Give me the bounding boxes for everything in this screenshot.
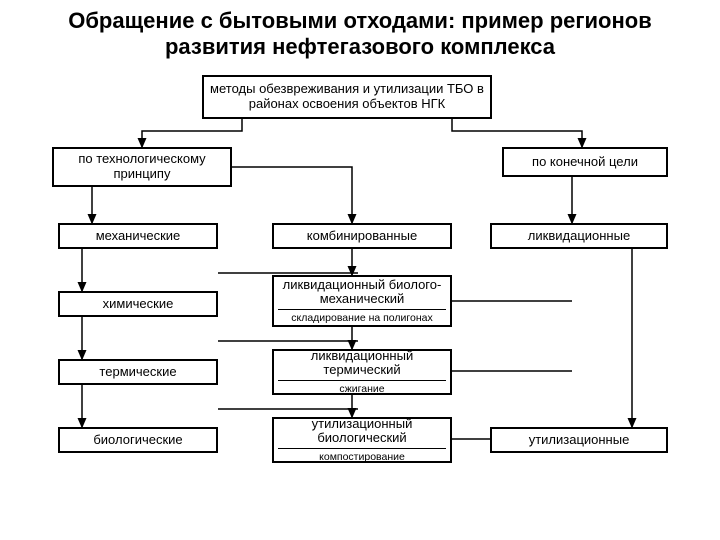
node-therm: термические: [58, 359, 218, 385]
node-utbio: утилизационный биологическийкомпостирова…: [272, 417, 452, 463]
node-liqth: ликвидационный термическийсжигание: [272, 349, 452, 395]
page-title: Обращение с бытовыми отходами: пример ре…: [0, 8, 720, 61]
node-label: ликвидационный биолого-механический: [278, 278, 446, 308]
node-label: методы обезвреживания и утилизации ТБО в…: [208, 82, 486, 112]
node-util: утилизационные: [490, 427, 668, 453]
node-label: термические: [99, 365, 176, 380]
node-label: химические: [103, 297, 174, 312]
node-label: комбинированные: [307, 229, 417, 244]
flowchart: методы обезвреживания и утилизации ТБО в…: [52, 75, 668, 525]
node-goal: по конечной цели: [502, 147, 668, 177]
node-sublabel: складирование на полигонах: [278, 309, 446, 324]
node-bio: биологические: [58, 427, 218, 453]
node-label: по технологическому принципу: [58, 152, 226, 182]
node-label: ликвидационные: [528, 229, 630, 244]
node-tech: по технологическому принципу: [52, 147, 232, 187]
node-comb: комбинированные: [272, 223, 452, 249]
node-label: биологические: [93, 433, 182, 448]
node-label: по конечной цели: [532, 155, 638, 170]
node-sublabel: сжигание: [278, 380, 446, 395]
node-root: методы обезвреживания и утилизации ТБО в…: [202, 75, 492, 119]
node-mech: механические: [58, 223, 218, 249]
node-label: механические: [96, 229, 181, 244]
node-liqbio: ликвидационный биолого-механическийсклад…: [272, 275, 452, 327]
node-liq: ликвидационные: [490, 223, 668, 249]
node-sublabel: компостирование: [278, 448, 446, 463]
node-label: утилизационный биологический: [278, 417, 446, 447]
node-label: утилизационные: [529, 433, 630, 448]
node-chem: химические: [58, 291, 218, 317]
node-label: ликвидационный термический: [278, 349, 446, 379]
